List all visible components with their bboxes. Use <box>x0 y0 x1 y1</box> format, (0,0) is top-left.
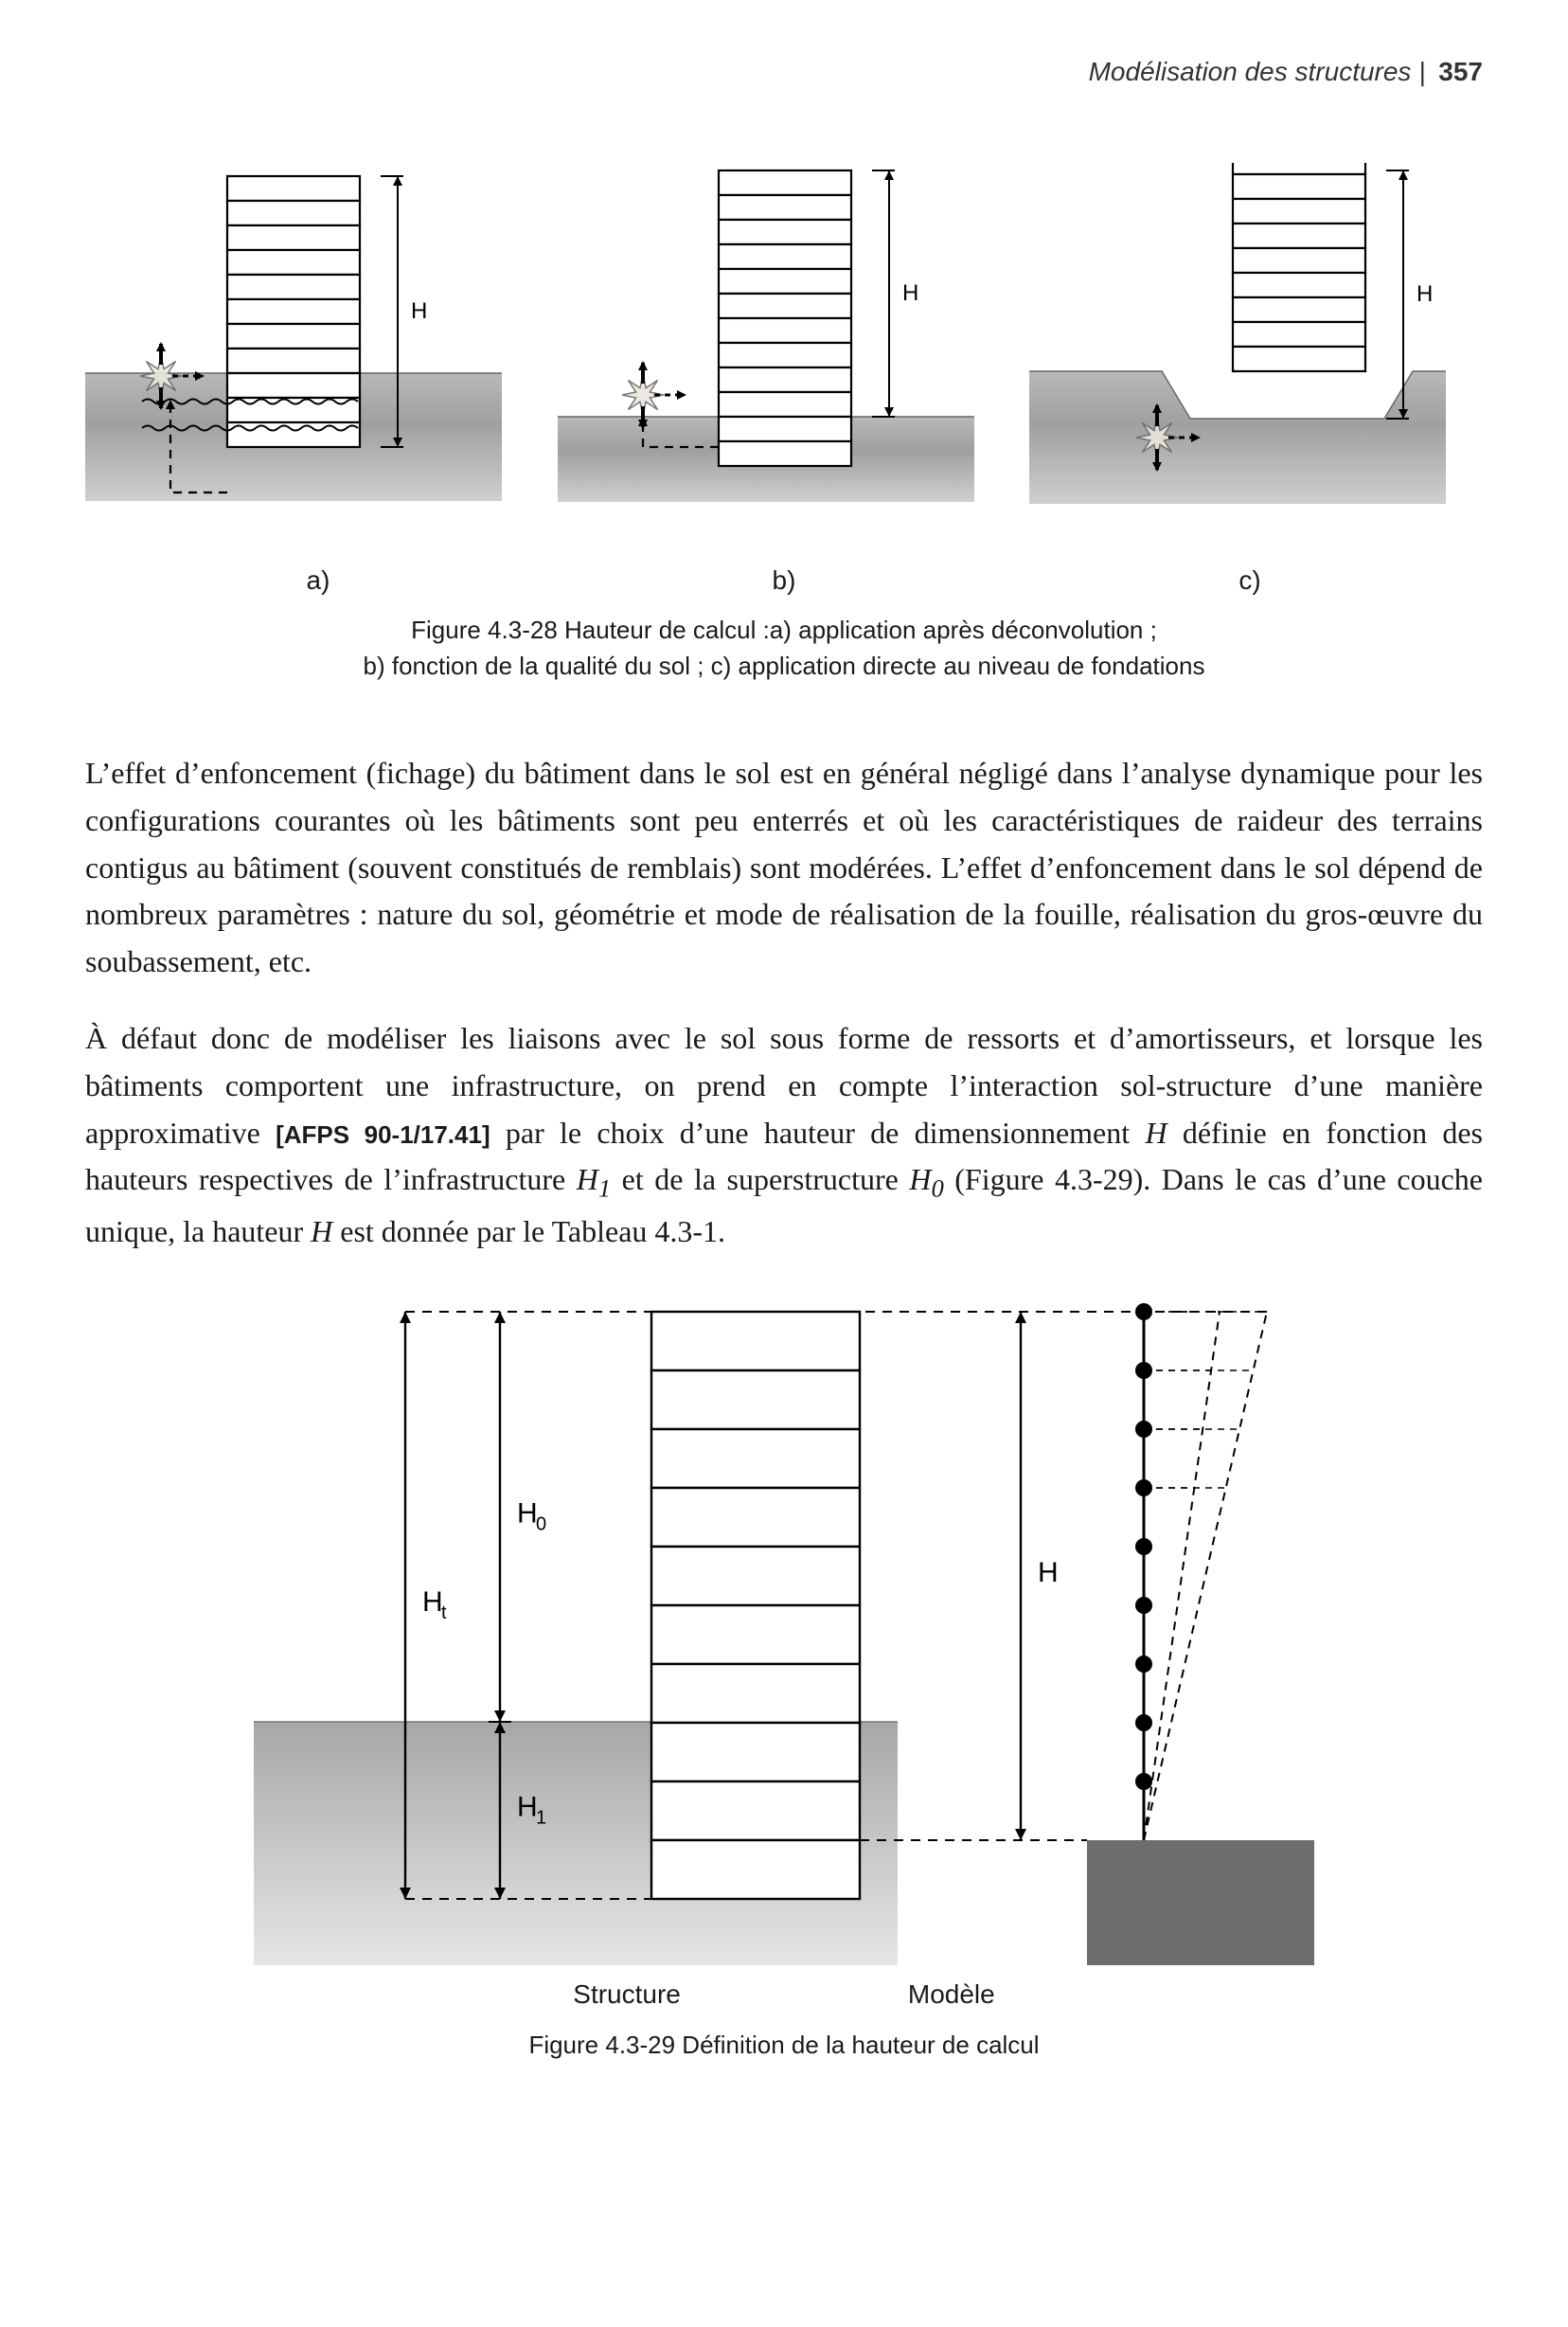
ref-afps: [AFPS 90-1/17.41] <box>276 1120 490 1149</box>
svg-text:H: H <box>902 280 918 306</box>
p2-f: est donnée par le Tableau 4.3-1. <box>332 1214 725 1248</box>
running-header: Modélisation des structures | 357 <box>85 57 1483 87</box>
svg-text:H: H <box>517 1792 538 1823</box>
fig28-a-svg: H <box>85 163 502 523</box>
fig28-sub-b: b) <box>551 565 1017 596</box>
fig28-b-svg: H <box>558 163 974 523</box>
paragraph-1: L’effet d’enfoncement (fichage) du bâtim… <box>85 750 1483 985</box>
svg-text:H: H <box>422 1586 443 1618</box>
fig29-under-labels: Structure Modèle <box>85 1979 1483 2010</box>
p2-b: par le choix d’une hauteur de dimensionn… <box>490 1116 1146 1150</box>
fig28-sub-c: c) <box>1017 565 1483 596</box>
running-title: Modélisation des structures <box>1089 57 1412 86</box>
var-H0: H0 <box>909 1162 943 1196</box>
fig29-label-structure: Structure <box>573 1979 681 2010</box>
p2-d: et de la superstructure <box>611 1162 909 1196</box>
var-HH: H <box>311 1214 332 1248</box>
svg-text:H: H <box>1417 281 1433 307</box>
fig28-caption-l1: Figure 4.3-28 Hauteur de calcul :a) appl… <box>411 616 1157 644</box>
fig28-b-cell: H <box>558 163 1011 528</box>
svg-text:t: t <box>441 1602 447 1623</box>
var-H: H <box>1145 1116 1167 1150</box>
svg-text:H: H <box>517 1498 538 1530</box>
page: Modélisation des structures | 357 H H H … <box>0 0 1568 2327</box>
svg-text:H: H <box>1038 1557 1059 1588</box>
fig28-sub-a: a) <box>85 565 551 596</box>
fig28-sublabels: a) b) c) <box>85 565 1483 596</box>
fig28-caption-l2: b) fonction de la qualité du sol ; c) ap… <box>364 652 1205 680</box>
svg-text:H: H <box>411 298 427 324</box>
fig29-caption: Figure 4.3-29 Définition de la hauteur d… <box>85 2031 1483 2060</box>
fig28-caption: Figure 4.3-28 Hauteur de calcul :a) appl… <box>216 613 1352 684</box>
fig28-c-cell: H <box>1029 163 1483 528</box>
fig29-label-modele: Modèle <box>908 1979 995 2010</box>
fig29-svg: HtH0H1H <box>216 1283 1352 1965</box>
paragraph-2: À défaut donc de modéliser les liaisons … <box>85 1015 1483 1255</box>
header-sep: | <box>1418 57 1433 86</box>
figure-4-3-28: H H H <box>85 163 1483 528</box>
var-H1: H1 <box>577 1162 611 1196</box>
fig28-c-svg: H <box>1029 163 1446 523</box>
svg-text:0: 0 <box>536 1514 546 1535</box>
figure-4-3-29: HtH0H1H Structure Modèle Figure 4.3-29 D… <box>85 1283 1483 2060</box>
fig28-a-cell: H <box>85 163 539 528</box>
page-number: 357 <box>1438 57 1483 86</box>
svg-text:1: 1 <box>536 1808 546 1829</box>
